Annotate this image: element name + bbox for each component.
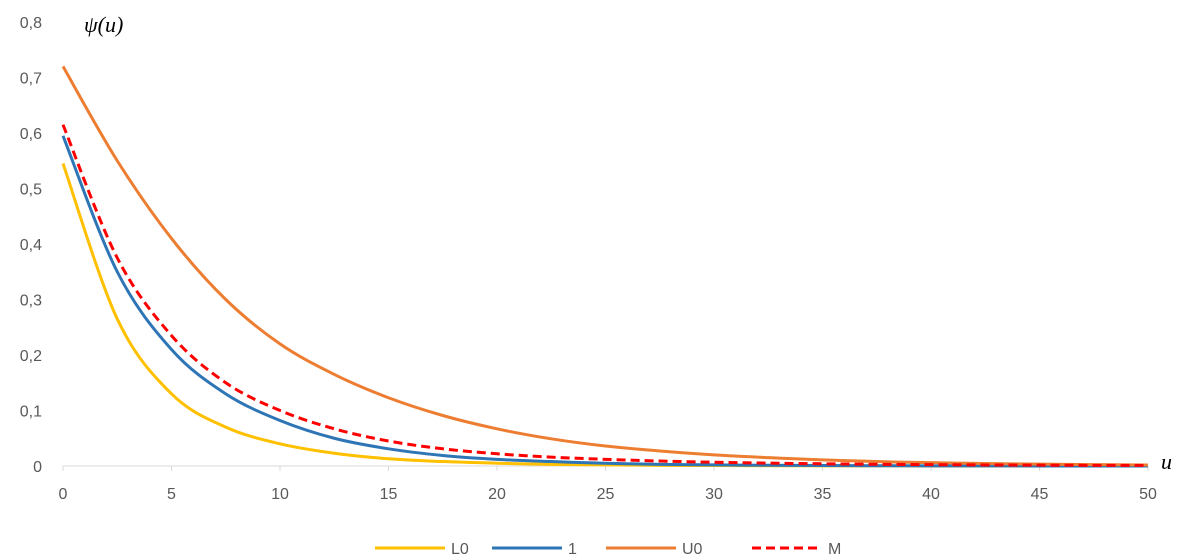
legend-label-m: M — [828, 541, 841, 558]
legend-label-l0: L0 — [451, 541, 469, 558]
legend: L0 1 U0 M — [375, 541, 841, 558]
x-axis-labels: 0 5 10 15 20 25 30 35 40 45 50 — [59, 486, 1157, 503]
x-tick-label: 35 — [814, 486, 832, 503]
legend-label-u0: U0 — [682, 541, 703, 558]
x-tick-label: 30 — [705, 486, 723, 503]
legend-label-1: 1 — [568, 541, 577, 558]
series-line-m — [61, 124, 1149, 467]
x-tick-label: 40 — [922, 486, 940, 503]
y-tick-label: 0,2 — [20, 348, 42, 365]
y-tick-label: 0,4 — [20, 237, 42, 254]
series-lines — [61, 65, 1149, 468]
y-axis-labels: 0 0,1 0,2 0,3 0,4 0,5 0,6 0,7 0,8 — [20, 15, 42, 476]
x-tick-label: 50 — [1139, 486, 1157, 503]
y-tick-label: 0,3 — [20, 293, 42, 310]
series-line-l0 — [61, 163, 1148, 468]
y-axis-title: ψ(u) — [84, 12, 123, 37]
x-tick-label: 5 — [167, 486, 176, 503]
y-tick-label: 0,6 — [20, 126, 42, 143]
x-tick-label: 20 — [488, 486, 506, 503]
x-tick-label: 15 — [380, 486, 398, 503]
y-tick-label: 0,7 — [20, 71, 42, 88]
x-tick-label: 0 — [59, 486, 68, 503]
y-tick-label: 0,1 — [20, 404, 42, 421]
y-tick-label: 0,8 — [20, 15, 42, 32]
x-tick-label: 45 — [1031, 486, 1049, 503]
series-line-u0 — [61, 65, 1149, 467]
x-tick-label: 25 — [597, 486, 615, 503]
x-tick-label: 10 — [271, 486, 289, 503]
y-tick-label: 0 — [33, 459, 42, 476]
y-tick-label: 0,5 — [20, 182, 42, 199]
x-axis-title: u — [1161, 449, 1172, 474]
